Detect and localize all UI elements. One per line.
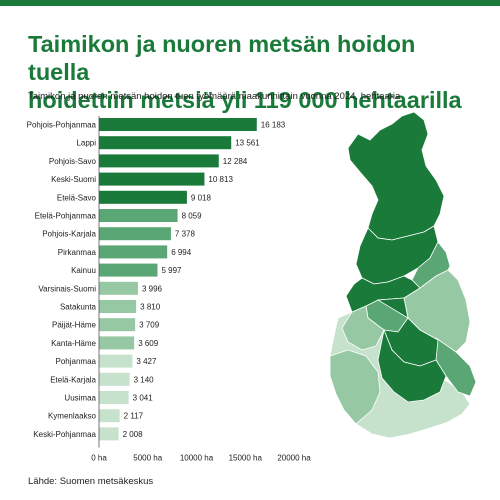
value-label: 6 994 [171,248,192,257]
x-tick-label: 20000 ha [277,454,311,463]
x-tick-label: 0 ha [91,454,107,463]
category-label: Kymenlaakso [48,412,97,421]
category-label: Satakunta [60,303,97,312]
chart-subtitle: Taimikon ja nuoren metsän hoidon tuen ty… [28,91,401,102]
category-label: Lappi [76,139,96,148]
value-label: 5 997 [161,266,182,275]
bar [99,318,136,332]
bar [99,336,135,350]
bar-chart: Pohjois-Pohjanmaa 16 183 Lappi 13 561 Pohjoi… [27,111,477,463]
value-label: 3 140 [134,375,155,384]
bar [99,118,257,131]
value-label: 3 810 [140,303,161,312]
bar [99,281,138,295]
value-label: 3 996 [142,284,163,293]
category-label: Keski-Suomi [51,175,96,184]
category-label: Pohjois-Pohjanmaa [27,121,97,130]
bar [99,354,133,368]
value-label: 13 561 [235,139,260,148]
chart-title-line-1: Taimikon ja nuoren metsän hoidon tuella [28,31,416,85]
category-label: Kainuu [71,266,96,275]
top-accent-bar [0,0,500,6]
category-label: Kanta-Häme [51,339,96,348]
value-label: 3 609 [138,339,159,348]
category-label: Pirkanmaa [58,248,97,257]
bar [99,154,219,168]
bar [99,245,168,259]
bar [99,391,129,404]
value-label: 2 117 [124,412,144,421]
map-region-south-savo [377,328,447,403]
bar [99,372,130,386]
value-label: 16 183 [261,121,286,130]
value-label: 7 378 [175,230,196,239]
bar [99,172,205,186]
value-label: 12 284 [223,157,248,166]
value-label: 3 041 [133,394,154,403]
finland-map [329,111,477,439]
bar [99,409,120,423]
bar [99,136,232,150]
map-region-west-light [341,305,385,351]
bars-group: Pohjois-Pohjanmaa 16 183 Lappi 13 561 Pohjoi… [27,116,311,463]
value-label: 8 059 [182,212,203,221]
category-label: Uusimaa [64,394,96,403]
value-label: 3 709 [139,321,160,330]
bar [99,427,119,441]
category-label: Etelä-Savo [57,193,97,202]
chart-title: Taimikon ja nuoren metsän hoidon tuella … [28,30,478,114]
value-label: 10 813 [208,175,233,184]
bar [99,300,137,313]
chart-title-line-2: hoidettiin metsiä yli 119 000 hehtaarill… [28,87,462,113]
map-region-lapland [347,111,445,241]
category-label: Pohjois-Savo [49,157,97,166]
value-label: 3 427 [136,357,157,366]
value-label: 2 008 [123,430,144,439]
category-label: Varsinais-Suomi [38,284,96,293]
bar [99,190,187,204]
bar [99,209,178,222]
category-label: Etelä-Karjala [50,375,96,384]
bar [99,263,158,277]
source-note: Lähde: Suomen metsäkeskus [28,476,154,487]
x-tick-label: 10000 ha [180,454,214,463]
category-label: Keski-Pohjanmaa [33,430,96,439]
map-region-southwest [329,349,381,425]
category-label: Pohjois-Karjala [42,230,96,239]
value-label: 9 018 [191,193,212,202]
category-label: Pohjanmaa [56,357,97,366]
x-tick-label: 5000 ha [133,454,162,463]
x-tick-label: 15000 ha [229,454,263,463]
category-label: Päijät-Häme [52,321,97,330]
bar [99,227,171,241]
category-label: Etelä-Pohjanmaa [35,212,97,221]
